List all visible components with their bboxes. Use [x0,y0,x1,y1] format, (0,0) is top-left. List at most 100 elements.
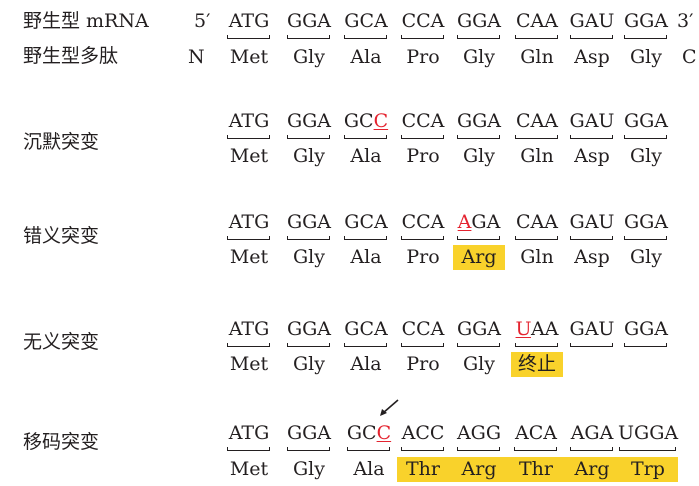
codon: GCC [343,112,389,131]
codon: CCA [400,213,446,232]
amino-acid: Gly [293,46,325,68]
amino-acid: Ala [353,458,385,480]
codon-bracket [344,135,387,139]
codon-bracket [570,447,613,451]
codon-suffix: GAU [569,110,615,132]
codon-bracket [287,343,330,347]
codon: ACA [513,424,559,443]
codon: GAU [569,320,615,339]
amino-acid: Arg [461,458,497,480]
codon-suffix: GA [471,211,501,233]
codon-bracket [227,343,270,347]
codon-bracket [624,35,667,39]
aa-highlight [453,245,505,270]
aa-highlight [397,457,678,482]
amino-acid: Met [229,145,269,167]
amino-acid: Met [229,46,269,68]
codon: AGG [456,424,502,443]
codon-bracket [227,135,270,139]
codon-suffix: ATG [228,318,270,340]
codon-suffix: GGA [286,318,332,340]
codon-bracket [515,343,558,347]
codon: CAA [514,213,560,232]
amino-acid: Gln [520,246,554,268]
codon-bracket [227,447,270,451]
codon-bracket [570,236,613,240]
row-label: 移码突变 [23,431,100,453]
amino-acid: Ala [350,246,382,268]
amino-acid: Pro [406,353,440,375]
codon: ATG [226,12,272,31]
amino-acid: Gly [293,246,325,268]
codon: GGA [456,112,502,131]
codon-suffix: GCA [344,318,388,340]
codon-bracket [401,343,444,347]
amino-acid: Gly [293,458,325,480]
amino-acid: Gly [463,46,495,68]
codon-suffix: CAA [516,110,558,132]
codon-bracket [515,35,558,39]
codon-suffix: AA [530,318,559,340]
mutated-base: U [515,318,531,340]
codon: GGA [623,213,669,232]
codon-bracket [624,135,667,139]
amino-acid: Gln [520,145,554,167]
amino-acid: Gly [630,145,662,167]
codon: GCA [343,320,389,339]
codon-suffix: GCA [344,10,388,32]
five-prime-end: 5′ [194,10,211,32]
codon-bracket [344,236,387,240]
amino-acid: Gln [520,46,554,68]
amino-acid: Arg [574,458,610,480]
amino-acid: Trp [631,458,665,480]
amino-acid: Pro [406,246,440,268]
mutated-base: C [373,110,389,132]
codon-suffix: GGA [286,211,332,233]
codon-suffix: AGA [570,422,614,444]
amino-acid: Met [229,458,269,480]
codon-bracket [570,343,613,347]
codon-bracket [515,135,558,139]
codon-bracket [287,236,330,240]
codon-suffix: ACA [515,422,557,444]
codon-suffix: ATG [228,10,270,32]
amino-acid: 终止 [517,353,556,375]
codon: GGA [286,12,332,31]
codon-bracket [619,447,676,451]
amino-acid: Met [229,246,269,268]
row-label: 错义突变 [23,225,100,247]
codon: GCA [343,213,389,232]
codon-bracket [287,35,330,39]
amino-acid: Gly [630,246,662,268]
codon-bracket [347,447,390,451]
codon: CAA [514,112,560,131]
codon-suffix: GGA [456,318,502,340]
amino-acid: Arg [461,246,497,268]
codon-suffix: GAU [569,318,615,340]
codon: GCC [346,424,392,443]
codon-suffix: GGA [456,10,502,32]
codon-bracket [401,447,444,451]
codon: GGA [623,12,669,31]
codon: GAU [569,213,615,232]
amino-acid: Gly [630,46,662,68]
codon-suffix: CCA [401,10,445,32]
amino-acid: Thr [519,458,553,480]
amino-acid: Pro [406,46,440,68]
codon-bracket [457,236,500,240]
codon-suffix: GCA [344,211,388,233]
codon-bracket [624,343,667,347]
codon-bracket [570,35,613,39]
codon-suffix: ATG [228,422,270,444]
codon-suffix: GGA [623,10,669,32]
codon-bracket [457,35,500,39]
codon-bracket [344,35,387,39]
codon: CAA [514,12,560,31]
row-label: 野生型 mRNA [23,10,149,32]
amino-acid: Gly [463,353,495,375]
codon-suffix: ATG [228,211,270,233]
codon: GGA [456,320,502,339]
codon-bracket [514,447,557,451]
codon-bracket [457,343,500,347]
codon-suffix: GAU [569,10,615,32]
